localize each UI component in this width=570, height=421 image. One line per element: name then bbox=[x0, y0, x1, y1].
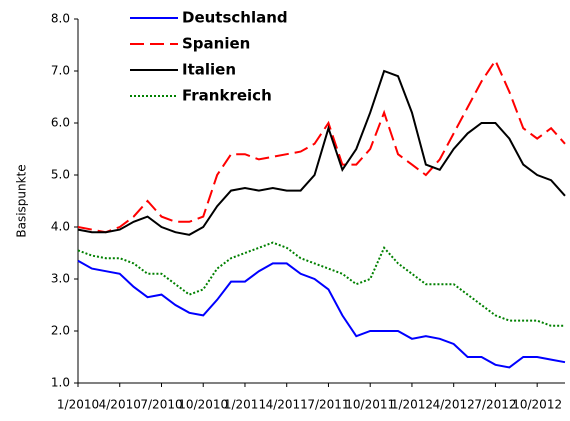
y-tick-label: 5.0 bbox=[51, 168, 70, 182]
x-tick-label: 7/2010 bbox=[140, 398, 182, 412]
x-tick-label: 1/2012 bbox=[391, 398, 433, 412]
y-axis-label: Basispunkte bbox=[15, 164, 29, 237]
y-tick-label: 7.0 bbox=[51, 64, 70, 78]
legend-label: Italien bbox=[182, 61, 236, 79]
x-tick-label: 7/2012 bbox=[474, 398, 516, 412]
x-tick-label: 10/2010 bbox=[178, 398, 228, 412]
x-tick-label: 1/2010 bbox=[57, 398, 99, 412]
legend-label: Deutschland bbox=[182, 9, 288, 27]
y-tick-label: 8.0 bbox=[51, 12, 70, 26]
legend-label: Frankreich bbox=[182, 87, 272, 105]
series-line bbox=[77, 241, 565, 327]
x-tick-label: 10/2011 bbox=[345, 398, 395, 412]
y-tick-label: 6.0 bbox=[51, 116, 70, 130]
y-tick-label: 3.0 bbox=[51, 272, 70, 286]
series-line bbox=[77, 69, 566, 236]
y-tick-label: 1.0 bbox=[51, 376, 70, 390]
x-tick-label: 7/2011 bbox=[307, 398, 349, 412]
y-tick-label: 2.0 bbox=[51, 324, 70, 338]
x-tick-label: 10/2012 bbox=[512, 398, 562, 412]
series-line bbox=[77, 259, 566, 369]
x-tick-label: 4/2011 bbox=[266, 398, 308, 412]
y-tick-label: 4.0 bbox=[51, 220, 70, 234]
legend-label: Spanien bbox=[182, 35, 250, 53]
x-tick-label: 4/2010 bbox=[99, 398, 141, 412]
series-line bbox=[77, 58, 566, 234]
x-tick-label: 1/2011 bbox=[224, 398, 266, 412]
x-tick-label: 4/2012 bbox=[433, 398, 475, 412]
